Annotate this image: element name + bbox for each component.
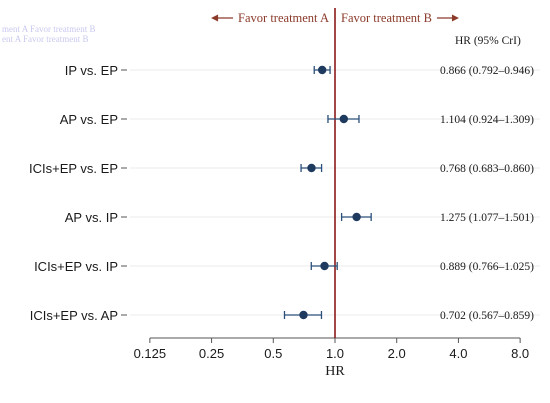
comparison-label: ICIs+EP vs. IP xyxy=(34,259,118,274)
x-axis-title: HR xyxy=(325,364,345,379)
hr-point xyxy=(317,65,327,75)
hr-value-text: 0.768 (0.683–0.860) xyxy=(440,163,534,175)
hr-value-text: 0.702 (0.567–0.859) xyxy=(440,310,534,322)
hr-column: HR (95% CrI) 0.866 (0.792–0.946) 1.104 (0.… xyxy=(440,35,534,322)
hr-value-text: 0.889 (0.766–1.025) xyxy=(440,261,534,273)
comparison-rows: IP vs. EP AP vs. EP ICIs+EP vs. EP AP vs. I… xyxy=(29,63,372,323)
x-tick-label: 2.0 xyxy=(388,346,406,361)
comparison-label: ICIs+EP vs. AP xyxy=(30,308,118,323)
favor-left-label: Favor treatment A xyxy=(238,11,329,25)
comparison-label: ICIs+EP vs. EP xyxy=(29,161,118,176)
x-tick-label: 4.0 xyxy=(449,346,467,361)
ghost-text-line: ment A Favor treatment B xyxy=(2,24,96,34)
x-tick-label: 0.25 xyxy=(199,346,224,361)
hr-column-header: HR (95% CrI) xyxy=(455,35,521,47)
x-tick-label: 0.5 xyxy=(264,346,282,361)
x-tick-label: 1.0 xyxy=(326,346,344,361)
x-tick-label: 8.0 xyxy=(511,346,529,361)
favor-right-label: Favor treatment B xyxy=(341,11,432,25)
hr-value-text: 1.275 (1.077–1.501) xyxy=(440,212,534,224)
x-axis: 0.125 0.25 0.5 1.0 2.0 4.0 8.0 HR xyxy=(134,337,529,379)
ghost-text-line: ent A Favor treatment B xyxy=(2,34,88,44)
favor-left-arrow-head xyxy=(211,14,219,22)
hr-value-text: 1.104 (0.924–1.309) xyxy=(440,114,534,126)
x-tick-label: 0.125 xyxy=(134,346,167,361)
comparison-label: IP vs. EP xyxy=(65,63,118,78)
hr-point xyxy=(320,261,329,271)
hr-point xyxy=(339,114,349,124)
comparison-label: AP vs. IP xyxy=(65,210,118,225)
hr-point xyxy=(352,212,361,222)
hr-value-text: 0.866 (0.792–0.946) xyxy=(440,65,534,77)
comparison-label: AP vs. EP xyxy=(60,112,118,127)
hr-point xyxy=(307,163,316,173)
hr-point xyxy=(299,310,308,320)
favor-annotation: Favor treatment A Favor treatment B xyxy=(211,11,459,25)
favor-right-arrow-head xyxy=(451,14,459,22)
